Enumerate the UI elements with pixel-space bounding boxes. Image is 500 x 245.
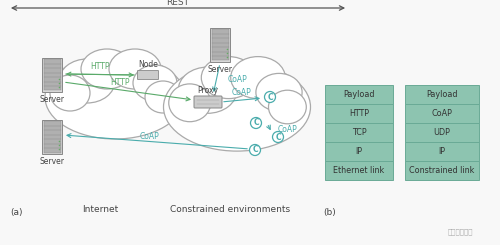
Text: C: C (267, 93, 273, 101)
Circle shape (58, 141, 60, 142)
FancyBboxPatch shape (325, 104, 393, 123)
Ellipse shape (45, 55, 185, 139)
Ellipse shape (202, 57, 256, 98)
Text: Internet: Internet (82, 206, 118, 215)
Text: REST: REST (166, 0, 190, 7)
Text: 互联互通社区: 互联互通社区 (448, 228, 473, 235)
Text: IP: IP (438, 147, 446, 156)
Text: (b): (b) (323, 208, 336, 218)
FancyBboxPatch shape (212, 29, 228, 61)
Text: Node: Node (138, 60, 158, 69)
Text: Constrained link: Constrained link (410, 166, 474, 175)
Text: Ethernet link: Ethernet link (334, 166, 384, 175)
Circle shape (250, 118, 262, 128)
FancyBboxPatch shape (405, 123, 479, 142)
Ellipse shape (164, 63, 310, 151)
Text: C: C (253, 119, 259, 127)
Ellipse shape (133, 65, 177, 101)
Text: Server: Server (40, 95, 64, 104)
Circle shape (226, 57, 228, 58)
FancyBboxPatch shape (44, 60, 60, 90)
Circle shape (250, 145, 260, 156)
Text: Server: Server (40, 157, 64, 166)
Ellipse shape (145, 81, 181, 113)
Ellipse shape (59, 59, 115, 103)
Ellipse shape (268, 90, 306, 124)
Circle shape (58, 145, 60, 146)
Text: CoAP: CoAP (432, 109, 452, 118)
FancyBboxPatch shape (325, 123, 393, 142)
FancyBboxPatch shape (325, 142, 393, 161)
FancyBboxPatch shape (405, 142, 479, 161)
Ellipse shape (256, 74, 302, 111)
Text: CoAP: CoAP (228, 74, 248, 84)
Ellipse shape (81, 49, 133, 89)
FancyBboxPatch shape (42, 58, 62, 92)
FancyBboxPatch shape (194, 96, 222, 108)
FancyBboxPatch shape (325, 85, 393, 104)
Text: CoAP: CoAP (232, 88, 252, 97)
Text: CoAP: CoAP (140, 132, 160, 141)
Ellipse shape (50, 75, 90, 111)
Text: IP: IP (356, 147, 362, 156)
FancyBboxPatch shape (325, 161, 393, 180)
FancyBboxPatch shape (405, 104, 479, 123)
Ellipse shape (109, 49, 161, 89)
Ellipse shape (169, 84, 211, 122)
FancyBboxPatch shape (210, 28, 230, 62)
Circle shape (272, 132, 283, 143)
Ellipse shape (178, 67, 237, 113)
Text: C: C (252, 146, 258, 155)
Circle shape (264, 91, 276, 102)
Circle shape (58, 149, 60, 150)
Text: (a): (a) (10, 208, 22, 218)
Circle shape (226, 53, 228, 54)
Ellipse shape (230, 57, 285, 98)
Text: HTTP: HTTP (110, 78, 130, 87)
Text: CoAP: CoAP (278, 125, 298, 135)
Circle shape (226, 49, 228, 50)
Circle shape (58, 87, 60, 88)
Text: Payload: Payload (426, 90, 458, 99)
FancyBboxPatch shape (405, 85, 479, 104)
FancyBboxPatch shape (44, 122, 60, 152)
Text: TCP: TCP (352, 128, 366, 137)
Text: Constrained environments: Constrained environments (170, 206, 290, 215)
FancyBboxPatch shape (42, 120, 62, 154)
Text: HTTP: HTTP (90, 62, 110, 71)
Text: UDP: UDP (434, 128, 450, 137)
Text: HTTP: HTTP (349, 109, 369, 118)
Circle shape (58, 79, 60, 80)
Text: Server: Server (208, 65, 233, 74)
Text: C: C (275, 133, 281, 142)
Text: Proxy: Proxy (198, 86, 218, 95)
Text: Payload: Payload (343, 90, 375, 99)
FancyBboxPatch shape (405, 161, 479, 180)
FancyBboxPatch shape (138, 71, 158, 79)
Circle shape (58, 83, 60, 84)
